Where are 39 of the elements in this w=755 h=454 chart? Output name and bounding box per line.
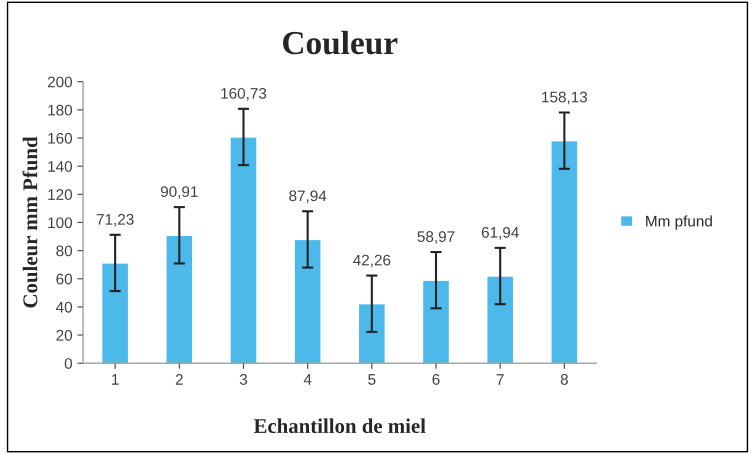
y-tick-label: 100 — [48, 217, 72, 228]
bar — [165, 234, 194, 364]
bar — [229, 136, 258, 364]
x-tick-label: 4 — [304, 374, 312, 385]
y-tick-label: 60 — [56, 274, 72, 284]
chart-title: Couleur — [283, 30, 398, 54]
bar — [550, 140, 579, 364]
data-label: 90,91 — [160, 186, 198, 199]
y-tick-label: 200 — [48, 76, 72, 88]
y-tick-label: 20 — [56, 330, 72, 341]
x-tick-label: 3 — [240, 374, 248, 385]
x-axis-title: Echantillon de miel — [254, 418, 426, 434]
data-label: 87,94 — [289, 190, 326, 204]
y-tick-label: 40 — [56, 302, 72, 313]
x-tick-label: 6 — [432, 374, 440, 385]
bar — [100, 262, 130, 364]
legend-label: Mm pfund — [646, 215, 712, 230]
data-label: 160,73 — [221, 88, 266, 101]
x-tick-label: 1 — [112, 374, 119, 385]
data-label: 42,26 — [353, 254, 390, 268]
y-axis-title: Couleur mm Pfund — [22, 136, 38, 308]
bar — [293, 238, 322, 364]
y-tick-label: 140 — [48, 161, 72, 172]
x-tick-label: 7 — [496, 374, 504, 385]
bar — [486, 275, 514, 364]
x-tick-label: 8 — [560, 374, 568, 385]
y-tick-label: 160 — [48, 132, 72, 144]
bar — [422, 280, 450, 364]
data-label: 71,23 — [96, 214, 134, 227]
x-tick-label: 2 — [176, 374, 183, 385]
y-tick-label: 0 — [64, 358, 72, 369]
data-label: 58,97 — [418, 231, 454, 244]
y-tick-label: 180 — [48, 104, 72, 116]
y-tick-label: 120 — [48, 189, 72, 200]
data-label: 158,13 — [542, 92, 588, 104]
data-label: 61,94 — [482, 227, 519, 240]
y-tick-label: 80 — [56, 245, 72, 256]
bar — [358, 303, 386, 364]
x-tick-label: 5 — [368, 374, 376, 385]
